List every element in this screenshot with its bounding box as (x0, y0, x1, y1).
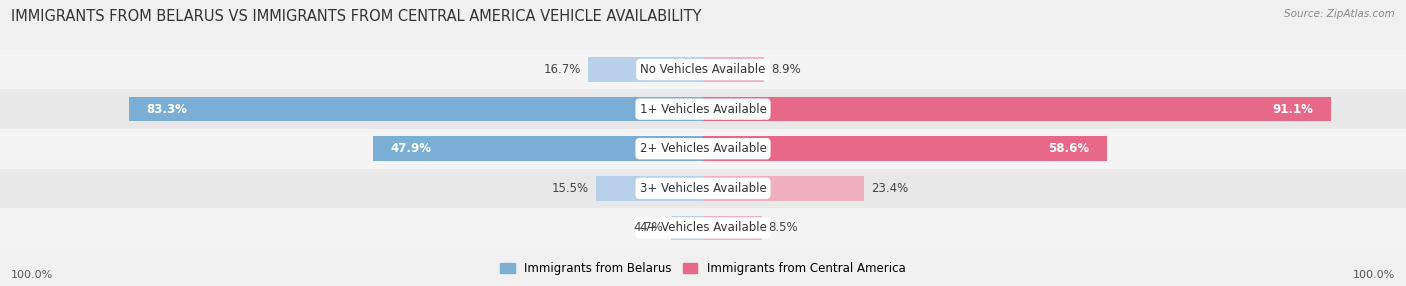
Text: 2+ Vehicles Available: 2+ Vehicles Available (640, 142, 766, 155)
Bar (703, 216, 762, 240)
Text: 3+ Vehicles Available: 3+ Vehicles Available (640, 182, 766, 195)
Text: 91.1%: 91.1% (1272, 103, 1313, 116)
Text: Source: ZipAtlas.com: Source: ZipAtlas.com (1284, 9, 1395, 19)
Bar (703, 176, 865, 200)
Text: 8.5%: 8.5% (769, 221, 799, 235)
Text: 47.9%: 47.9% (389, 142, 432, 155)
Bar (703, 57, 765, 82)
Bar (703, 97, 1331, 121)
Text: No Vehicles Available: No Vehicles Available (640, 63, 766, 76)
Bar (0, 168, 1406, 208)
Bar (0, 208, 1406, 248)
Bar (703, 136, 1107, 161)
Bar (671, 216, 703, 240)
Text: 58.6%: 58.6% (1049, 142, 1090, 155)
Text: 8.9%: 8.9% (772, 63, 801, 76)
Bar (0, 89, 1406, 129)
Bar (0, 129, 1406, 168)
Legend: Immigrants from Belarus, Immigrants from Central America: Immigrants from Belarus, Immigrants from… (496, 258, 910, 280)
Text: 23.4%: 23.4% (872, 182, 908, 195)
Bar (596, 176, 703, 200)
Text: 15.5%: 15.5% (553, 182, 589, 195)
Bar (588, 57, 703, 82)
Text: 4+ Vehicles Available: 4+ Vehicles Available (640, 221, 766, 235)
Text: 1+ Vehicles Available: 1+ Vehicles Available (640, 103, 766, 116)
Bar (0, 50, 1406, 89)
Bar (373, 136, 703, 161)
Text: 100.0%: 100.0% (11, 270, 53, 279)
Text: 83.3%: 83.3% (146, 103, 187, 116)
Bar (129, 97, 703, 121)
Text: 4.7%: 4.7% (634, 221, 664, 235)
Text: 16.7%: 16.7% (544, 63, 581, 76)
Text: IMMIGRANTS FROM BELARUS VS IMMIGRANTS FROM CENTRAL AMERICA VEHICLE AVAILABILITY: IMMIGRANTS FROM BELARUS VS IMMIGRANTS FR… (11, 9, 702, 23)
Text: 100.0%: 100.0% (1353, 270, 1395, 279)
